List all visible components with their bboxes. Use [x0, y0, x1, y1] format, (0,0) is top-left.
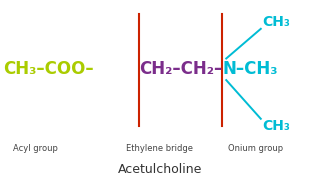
Text: Ethylene bridge: Ethylene bridge	[126, 144, 194, 153]
Text: CH₃–COO–: CH₃–COO–	[3, 60, 94, 78]
Text: Acyl group: Acyl group	[13, 144, 58, 153]
Text: CH₃: CH₃	[262, 15, 290, 29]
Text: N–CH₃: N–CH₃	[222, 60, 278, 78]
Text: Onium group: Onium group	[228, 144, 284, 153]
Text: Acetulcholine: Acetulcholine	[118, 163, 202, 176]
Text: CH₃: CH₃	[262, 119, 290, 133]
Text: CH₂–CH₂–: CH₂–CH₂–	[139, 60, 222, 78]
